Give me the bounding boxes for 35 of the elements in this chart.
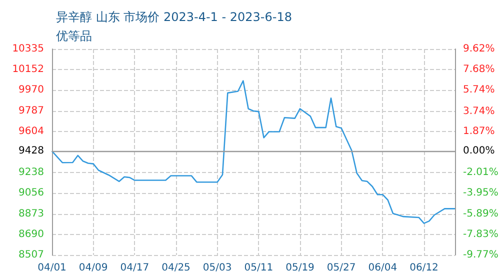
y2-tick-label: -9.77% (463, 250, 498, 260)
line-series (51, 80, 456, 224)
y-tick-label: 8690 (18, 228, 44, 240)
y-tick-label: 10335 (12, 44, 44, 54)
y2-tick-label: -7.83% (463, 228, 498, 240)
chart-title: 异辛醇 山东 市场价 2023-4-1 - 2023-6-18 (56, 10, 292, 24)
x-tick-label: 05/11 (244, 262, 274, 274)
y2-tick-label: 9.62% (463, 44, 495, 54)
y2-tick-label: 7.68% (463, 64, 495, 76)
y2-tick-label: 0.00% (463, 146, 495, 157)
y2-tick-label: 5.74% (463, 84, 495, 96)
y2-tick-label: -3.95% (463, 188, 498, 199)
x-tick-label: 04/25 (162, 262, 190, 274)
x-tick-label: 06/04 (368, 262, 398, 274)
y-tick-label: 9238 (18, 167, 44, 178)
chart-subtitle: 优等品 (56, 29, 92, 43)
y2-tick-label: 3.74% (463, 106, 495, 117)
y-tick-label: 8873 (18, 208, 44, 220)
y2-tick-label: 1.87% (463, 126, 495, 137)
x-tick-label: 04/01 (38, 262, 66, 274)
y-tick-label: 9787 (18, 105, 44, 116)
y-tick-label: 8507 (18, 250, 44, 260)
x-tick-label: 04/17 (120, 262, 150, 274)
y2-tick-label: -2.01% (463, 167, 498, 178)
x-tick-label: 05/03 (202, 262, 232, 274)
y-tick-label: 9970 (18, 84, 44, 96)
x-tick-label: 04/09 (78, 262, 108, 274)
y2-tick-label: -5.89% (463, 208, 498, 220)
y-tick-label: 10152 (12, 64, 44, 76)
y-tick-label: 9056 (18, 188, 44, 199)
x-tick-label: 06/12 (410, 262, 438, 274)
x-tick-label: 05/19 (286, 262, 314, 274)
y-tick-label: 9604 (18, 126, 44, 137)
x-tick-label: 05/27 (326, 262, 356, 274)
y-tick-label: 9428 (18, 146, 44, 157)
